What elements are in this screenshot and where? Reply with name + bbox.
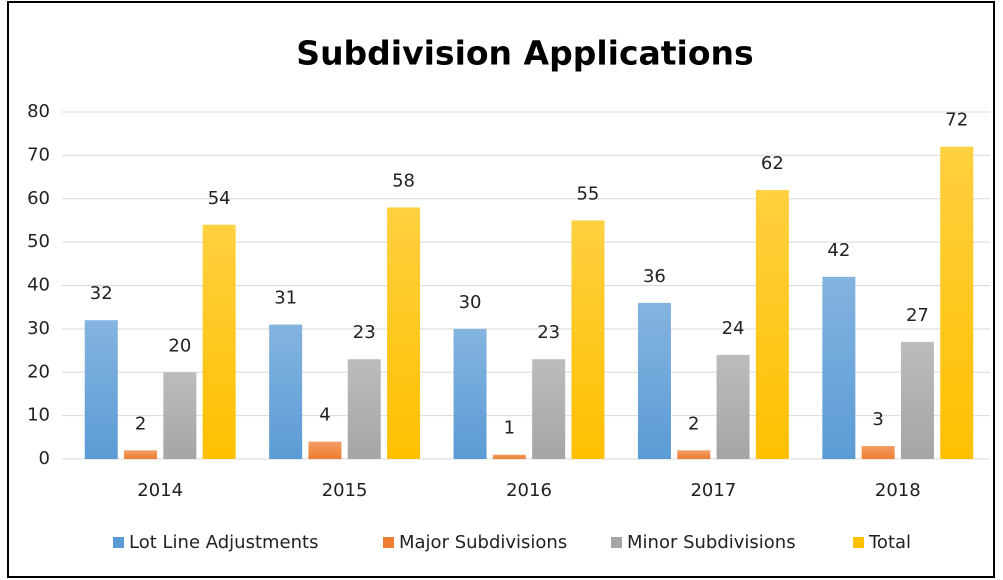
x-tick-label: 2016 bbox=[506, 480, 552, 501]
bar bbox=[269, 324, 303, 459]
legend-marker bbox=[853, 537, 864, 548]
data-label: 27 bbox=[906, 305, 929, 326]
data-label: 58 bbox=[392, 170, 415, 191]
bar bbox=[387, 207, 421, 459]
legend-label: Total bbox=[868, 532, 911, 553]
bar bbox=[163, 372, 197, 459]
x-tick-label: 2018 bbox=[875, 480, 921, 501]
y-tick-label: 70 bbox=[27, 144, 50, 165]
data-label: 3 bbox=[872, 409, 883, 430]
chart-title: Subdivision Applications bbox=[296, 34, 753, 73]
data-label: 54 bbox=[208, 188, 231, 209]
bar bbox=[677, 450, 711, 459]
legend-label: Major Subdivisions bbox=[399, 532, 567, 553]
data-label: 20 bbox=[168, 335, 191, 356]
data-label: 55 bbox=[576, 183, 599, 204]
bar bbox=[202, 224, 236, 459]
legend-marker bbox=[383, 537, 394, 548]
legend-label: Minor Subdivisions bbox=[627, 532, 796, 553]
data-label: 36 bbox=[643, 266, 666, 287]
data-label: 23 bbox=[353, 322, 376, 343]
legend-label: Lot Line Adjustments bbox=[129, 532, 318, 553]
bar bbox=[716, 354, 750, 459]
bar bbox=[861, 445, 895, 459]
data-label: 1 bbox=[504, 418, 515, 439]
bar bbox=[453, 328, 487, 459]
bar bbox=[571, 220, 605, 459]
y-tick-label: 30 bbox=[27, 318, 50, 339]
x-tick-label: 2015 bbox=[322, 480, 368, 501]
data-label: 72 bbox=[945, 110, 968, 131]
y-tick-label: 60 bbox=[27, 188, 50, 209]
bar bbox=[900, 341, 934, 459]
bar bbox=[637, 302, 671, 459]
data-label: 23 bbox=[537, 322, 560, 343]
data-label: 4 bbox=[319, 405, 330, 426]
y-tick-label: 40 bbox=[27, 275, 50, 296]
x-tick-label: 2014 bbox=[137, 480, 183, 501]
data-label: 31 bbox=[274, 288, 297, 309]
data-label: 42 bbox=[827, 240, 850, 261]
bar bbox=[532, 359, 566, 459]
bar bbox=[84, 320, 118, 459]
bar bbox=[124, 450, 158, 459]
x-tick-label: 2017 bbox=[690, 480, 736, 501]
y-tick-label: 20 bbox=[27, 361, 50, 382]
bar bbox=[822, 276, 856, 459]
data-label: 2 bbox=[135, 413, 146, 434]
legend-marker bbox=[611, 537, 622, 548]
y-tick-label: 10 bbox=[27, 405, 50, 426]
data-label: 2 bbox=[688, 413, 699, 434]
legend-marker bbox=[113, 537, 124, 548]
y-tick-label: 0 bbox=[39, 448, 50, 469]
data-label: 24 bbox=[722, 318, 745, 339]
bar bbox=[492, 454, 526, 459]
y-tick-label: 80 bbox=[27, 101, 50, 122]
bar bbox=[940, 146, 974, 459]
bar bbox=[347, 359, 381, 459]
bar bbox=[308, 441, 342, 459]
bar bbox=[755, 190, 789, 459]
data-label: 62 bbox=[761, 153, 784, 174]
data-label: 32 bbox=[90, 283, 113, 304]
y-tick-label: 50 bbox=[27, 231, 50, 252]
data-label: 30 bbox=[459, 292, 482, 313]
